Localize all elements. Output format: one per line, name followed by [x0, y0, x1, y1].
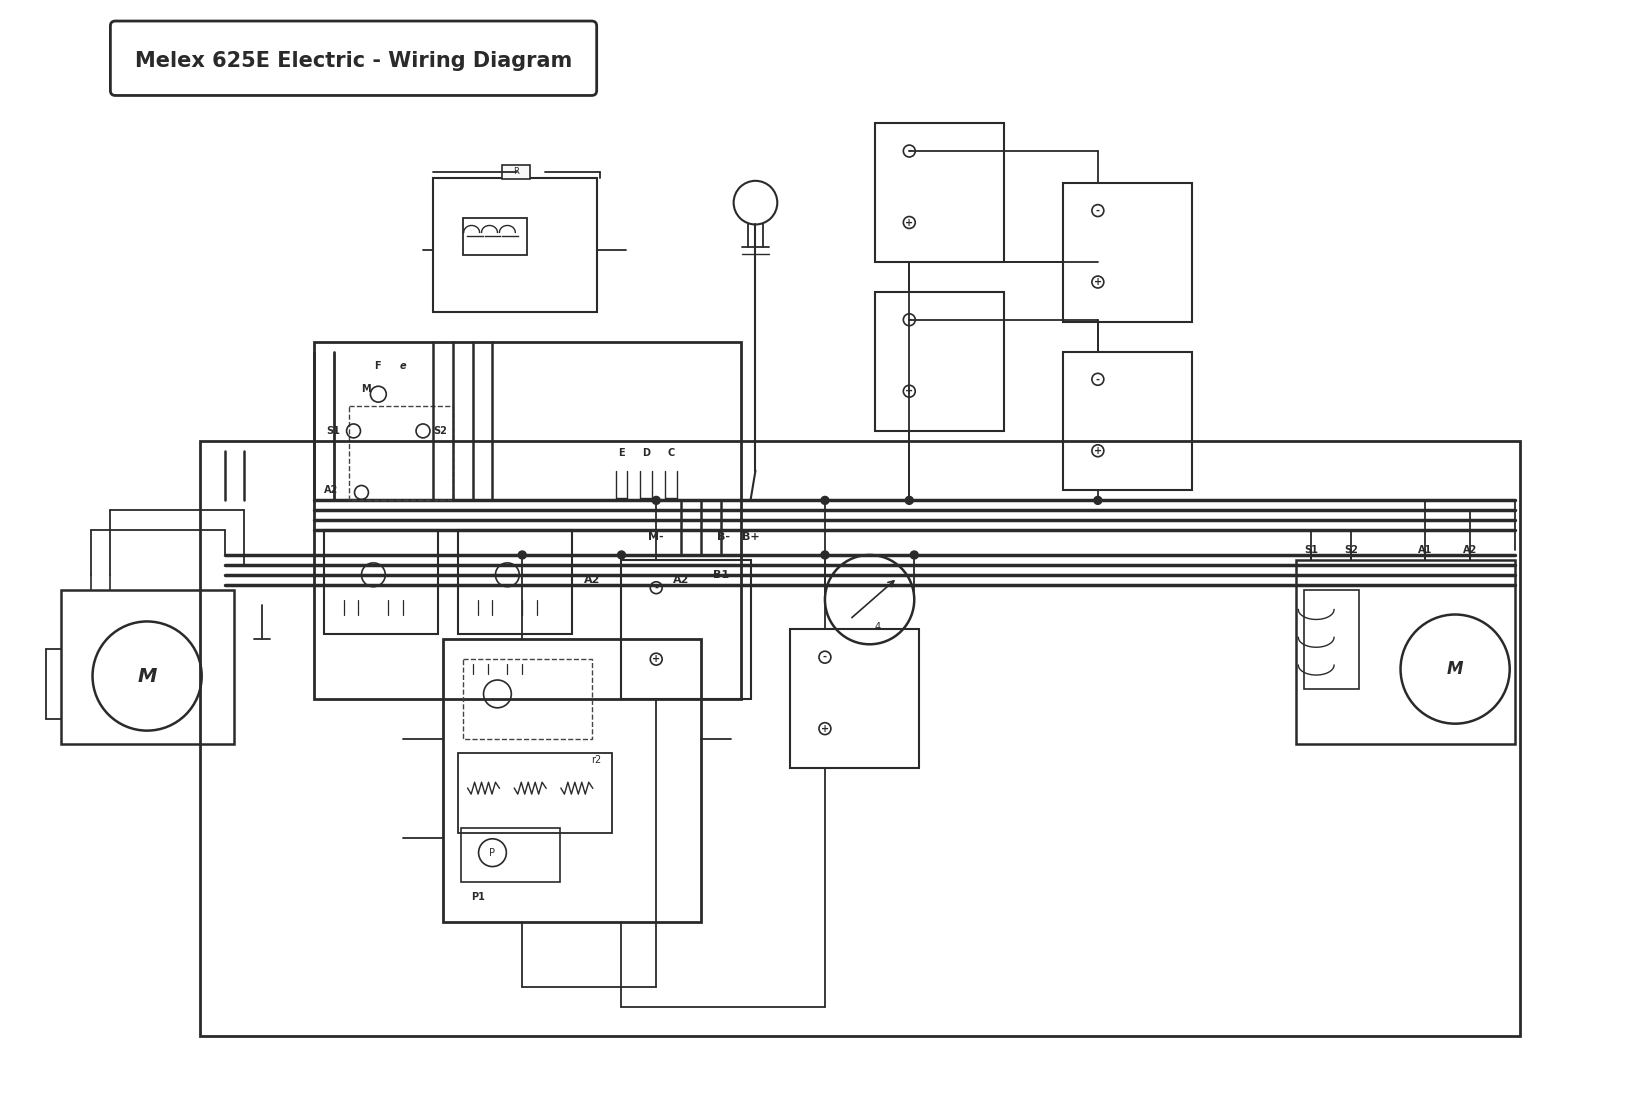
Bar	[313, 342, 741, 698]
Text: M: M	[1446, 660, 1462, 678]
Text: C: C	[667, 448, 674, 458]
Text: +: +	[651, 654, 659, 664]
Text: +: +	[1093, 446, 1102, 455]
Text: +: +	[821, 724, 829, 734]
Text: M: M	[137, 667, 157, 685]
Text: A2: A2	[325, 485, 338, 495]
Text: -: -	[907, 315, 911, 324]
Bar	[460, 828, 560, 882]
Bar	[432, 178, 596, 311]
Bar	[875, 123, 1004, 262]
Text: A2: A2	[672, 575, 689, 585]
Circle shape	[517, 551, 526, 559]
Text: M: M	[361, 384, 370, 394]
Bar	[199, 441, 1519, 1036]
Bar	[348, 406, 452, 500]
Text: A2: A2	[583, 575, 599, 585]
Text: P1: P1	[470, 892, 485, 902]
Bar	[790, 629, 919, 768]
Circle shape	[909, 551, 917, 559]
Text: B+: B+	[741, 532, 759, 542]
Text: -: -	[823, 652, 826, 662]
Text: 4: 4	[875, 623, 880, 632]
Text: D: D	[641, 448, 650, 458]
Bar	[462, 218, 527, 255]
Text: P: P	[490, 848, 494, 858]
Text: A2: A2	[1462, 544, 1477, 556]
Text: B1: B1	[712, 570, 728, 580]
Text: R: R	[512, 167, 519, 176]
Text: Melex 625E Electric - Wiring Diagram: Melex 625E Electric - Wiring Diagram	[135, 51, 571, 70]
Bar	[457, 754, 612, 833]
Text: e: e	[400, 362, 406, 372]
Circle shape	[617, 551, 625, 559]
Text: S2: S2	[432, 426, 447, 436]
Bar	[60, 590, 235, 744]
Text: -: -	[1095, 206, 1100, 216]
Bar	[1062, 183, 1191, 321]
Text: E: E	[619, 448, 625, 458]
Text: +: +	[904, 386, 912, 396]
Bar	[462, 659, 591, 738]
Text: r2: r2	[591, 756, 602, 766]
Bar	[622, 560, 751, 698]
Bar	[1296, 560, 1514, 744]
Text: F: F	[374, 362, 380, 372]
Circle shape	[904, 496, 912, 504]
Text: M-: M-	[648, 532, 664, 542]
FancyBboxPatch shape	[111, 21, 596, 96]
Text: S1: S1	[325, 426, 339, 436]
Bar	[1062, 352, 1191, 491]
Text: S2: S2	[1343, 544, 1358, 556]
Text: B-: B-	[716, 532, 730, 542]
Text: -: -	[1095, 374, 1100, 384]
Bar	[1304, 590, 1358, 689]
Text: +: +	[1093, 277, 1102, 287]
Bar	[323, 530, 437, 635]
Bar	[457, 530, 571, 635]
Bar	[875, 292, 1004, 431]
Bar	[442, 639, 700, 922]
Text: +: +	[904, 218, 912, 228]
Circle shape	[651, 496, 659, 504]
Circle shape	[821, 551, 829, 559]
Text: -: -	[654, 583, 658, 593]
Circle shape	[821, 496, 829, 504]
Text: S1: S1	[1304, 544, 1317, 556]
Text: A1: A1	[1417, 544, 1431, 556]
Text: -: -	[907, 146, 911, 156]
Bar	[503, 165, 530, 179]
Circle shape	[1093, 496, 1102, 504]
